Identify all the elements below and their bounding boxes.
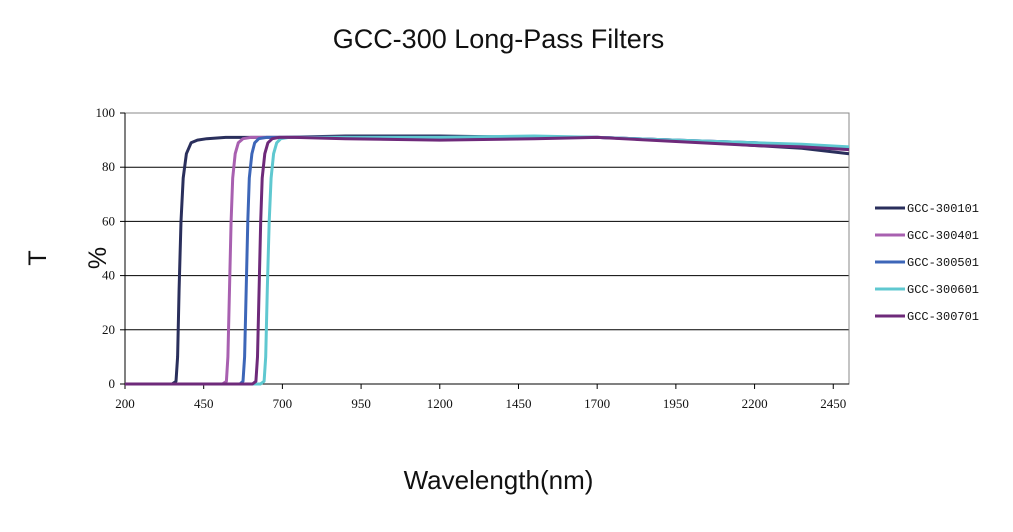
x-tick-label: 2200 xyxy=(742,396,768,411)
x-tick-label: 1700 xyxy=(584,396,610,411)
series-line xyxy=(125,135,850,386)
y-tick-label: 60 xyxy=(102,213,115,228)
legend-label: GCC-300501 xyxy=(907,256,979,270)
x-tick-label: 1950 xyxy=(663,396,689,411)
y-tick-label: 40 xyxy=(102,268,115,283)
series-line xyxy=(125,135,850,386)
y-tick-label: 20 xyxy=(102,322,115,337)
x-tick-label: 1450 xyxy=(505,396,531,411)
series-lines xyxy=(125,134,850,386)
legend-label: GCC-300601 xyxy=(907,283,979,297)
plot-frame xyxy=(124,112,850,385)
y-tick-label: 80 xyxy=(102,159,115,174)
x-tick-label: 200 xyxy=(115,396,135,411)
x-axis-label: Wavelength(nm) xyxy=(403,465,594,495)
x-tick-label: 450 xyxy=(194,396,214,411)
x-tick-label: 700 xyxy=(273,396,293,411)
legend-label: GCC-300701 xyxy=(907,310,979,324)
legend-label: GCC-300101 xyxy=(907,202,979,216)
x-tick-label: 1200 xyxy=(427,396,453,411)
legend-label: GCC-300401 xyxy=(907,229,979,243)
chart-title: GCC-300 Long-Pass Filters xyxy=(332,24,665,54)
axes: 0 20 40 60 80 100 200 450 700 950 1200 1450 1700 1950… xyxy=(96,105,850,411)
x-tick-label: 950 xyxy=(351,396,371,411)
y-tick-label: 100 xyxy=(96,105,116,120)
x-tick-label: 2450 xyxy=(820,396,846,411)
y-tick-label: 0 xyxy=(109,376,116,391)
legend: GCC-300101 GCC-300401 GCC-300501 GCC-300601… xyxy=(875,202,979,324)
